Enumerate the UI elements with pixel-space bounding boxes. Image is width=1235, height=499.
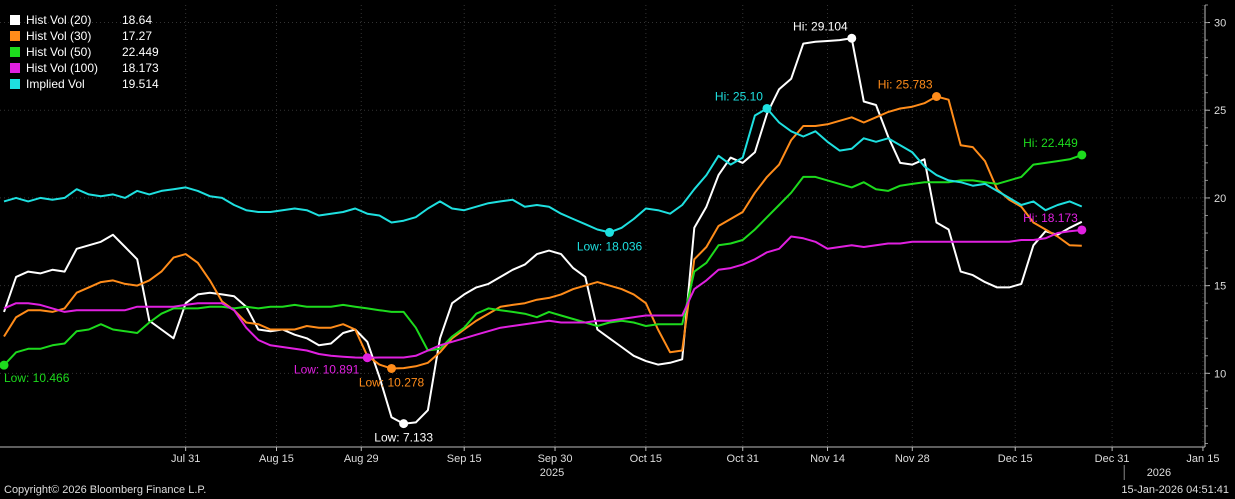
x-tick-label: Jul 31 — [171, 453, 200, 465]
legend-name: Hist Vol (50) — [26, 45, 92, 59]
annotation-marker — [932, 92, 942, 102]
legend-item: Hist Vol (20) 18.64 — [10, 12, 159, 28]
timestamp-text: 15-Jan-2026 04:51:41 — [1121, 484, 1229, 496]
legend-item: Hist Vol (100) 18.173 — [10, 60, 159, 76]
series-line-1 — [3, 95, 1082, 370]
x-tick-label: Jan 15 — [1186, 453, 1219, 465]
annotation-label: Hi: 22.449 — [1023, 136, 1078, 150]
annotation-marker — [1077, 225, 1087, 235]
legend-swatch — [10, 31, 20, 41]
series-line-4 — [3, 107, 1083, 234]
annotation-marker — [362, 353, 372, 363]
x-tick-label: Oct 31 — [727, 453, 759, 465]
legend-swatch — [10, 15, 20, 25]
annotation-marker — [1077, 150, 1087, 160]
legend-name: Hist Vol (100) — [26, 61, 99, 75]
legend-item: Implied Vol 19.514 — [10, 76, 159, 92]
annotation-label: Low: 18.036 — [577, 239, 643, 253]
annotation-marker — [399, 419, 409, 429]
legend-swatch — [10, 63, 20, 73]
y-tick-label: 25 — [1214, 105, 1226, 117]
legend-value: 18.64 — [122, 13, 153, 27]
legend-value: 18.173 — [122, 61, 159, 75]
legend-value: 17.27 — [122, 29, 153, 43]
annotation-label: Low: 7.133 — [374, 431, 433, 445]
x-tick-label: Dec 15 — [998, 453, 1033, 465]
annotations: Hi: 29.104 Low: 7.133 Hi: 25.783 Low: 10.27… — [0, 19, 1087, 445]
legend-value: 22.449 — [122, 45, 159, 59]
legend-name: Hist Vol (30) — [26, 29, 92, 43]
x-tick-label: Nov 28 — [895, 453, 930, 465]
legend-value: 19.514 — [122, 77, 159, 91]
x-tick-label: Aug 29 — [344, 453, 379, 465]
annotation-label: Low: 10.466 — [4, 371, 70, 385]
series-line-0 — [3, 37, 1083, 425]
copyright-text: Copyright© 2026 Bloomberg Finance L.P. — [4, 484, 207, 496]
legend-swatch — [10, 47, 20, 57]
annotation-marker — [0, 360, 9, 370]
annotation-marker — [387, 363, 397, 373]
legend-name: Implied Vol — [26, 77, 85, 91]
annotation-label: Hi: 25.783 — [878, 78, 933, 92]
annotation-label: Hi: 25.10 — [715, 89, 763, 103]
y-tick-label: 10 — [1214, 368, 1226, 380]
x-tick-label: Dec 31 — [1095, 453, 1130, 465]
year-label: 2026 — [1147, 467, 1171, 479]
legend-name: Hist Vol (20) — [26, 13, 92, 27]
legend-item: Hist Vol (50) 22.449 — [10, 44, 159, 60]
annotation-label: Low: 10.891 — [294, 363, 360, 377]
series-line-3 — [3, 229, 1082, 359]
y-tick-label: 30 — [1214, 18, 1226, 30]
annotation-marker — [605, 227, 615, 237]
series-line-2 — [3, 154, 1083, 366]
year-label: 2025 — [540, 467, 564, 479]
grid — [0, 5, 1205, 447]
y-tick-label: 20 — [1214, 193, 1226, 205]
x-tick-label: Oct 15 — [630, 453, 662, 465]
x-tick-label: Aug 15 — [259, 453, 294, 465]
annotation-label: Low: 10.278 — [359, 375, 425, 389]
x-tick-label: Sep 30 — [538, 453, 573, 465]
y-tick-label: 15 — [1214, 281, 1226, 293]
legend-swatch — [10, 79, 20, 89]
legend: Hist Vol (20) 18.64 Hist Vol (30) 17.27 Hist… — [10, 12, 159, 92]
annotation-marker — [762, 103, 772, 113]
annotation-label: Hi: 18.173 — [1023, 211, 1078, 225]
series-lines — [3, 37, 1083, 425]
annotation-label: Hi: 29.104 — [793, 19, 848, 33]
legend-item: Hist Vol (30) 17.27 — [10, 28, 159, 44]
x-tick-label: Nov 14 — [810, 453, 845, 465]
annotation-marker — [847, 33, 857, 43]
x-tick-label: Sep 15 — [447, 453, 482, 465]
